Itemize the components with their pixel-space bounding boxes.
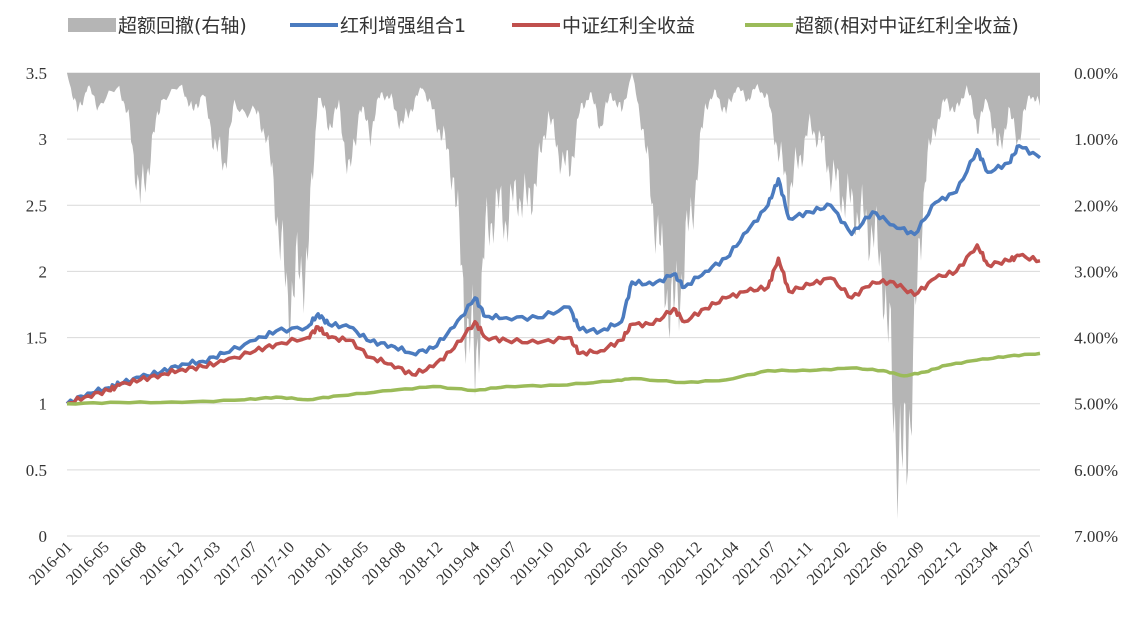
drawdown-legend-swatch	[68, 18, 116, 32]
y-right-tick-label: 3.00%	[1074, 262, 1118, 281]
y-right-tick-label: 1.00%	[1074, 130, 1118, 149]
y-right-tick-label: 2.00%	[1074, 196, 1118, 215]
y-left-tick-label: 3.5	[26, 64, 47, 83]
y-right-tick-label: 4.00%	[1074, 329, 1118, 348]
y-right-tick-label: 0.00%	[1074, 64, 1118, 83]
y-left-tick-label: 0.5	[26, 461, 47, 480]
index-line	[66, 243, 1041, 406]
y-right-tick-label: 6.00%	[1074, 461, 1118, 480]
portfolio-line	[65, 144, 1042, 405]
y-right-tick-label: 7.00%	[1074, 527, 1118, 546]
y-left-tick-label: 1.5	[26, 329, 47, 348]
excess-legend-label: 超额(相对中证红利全收益)	[795, 15, 1019, 37]
y-left-tick-label: 1	[39, 395, 48, 414]
excess-line	[66, 351, 1041, 406]
drawdown-legend-label: 超额回撤(右轴)	[118, 15, 247, 37]
drawdown-area	[67, 73, 1040, 520]
y-left-tick-label: 2	[39, 262, 48, 281]
y-right-tick-label: 5.00%	[1074, 395, 1118, 414]
portfolio-legend-label: 红利增强组合1	[340, 15, 466, 37]
y-left-tick-label: 3	[39, 130, 48, 149]
y-left-tick-label: 2.5	[26, 196, 47, 215]
y-left-tick-label: 0	[39, 527, 48, 546]
index-legend-label: 中证红利全收益	[562, 15, 695, 37]
